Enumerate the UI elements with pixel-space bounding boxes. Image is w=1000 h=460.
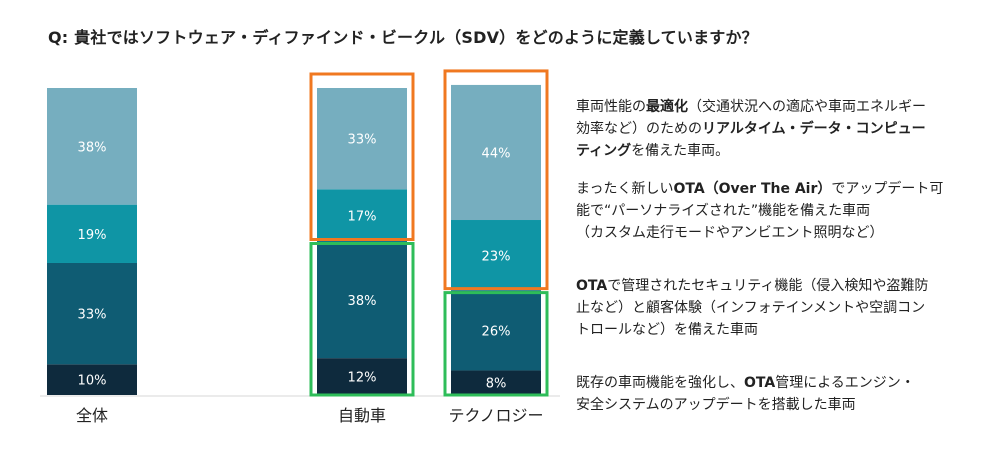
data-label: 33% (348, 133, 377, 148)
legend-item-realtime-computing: 車両性能の最適化（交通状況への適応や車両エネルギー 効率など）のためのリアルタイ… (576, 96, 976, 162)
bar-segment (47, 262, 137, 365)
data-label: 44% (482, 146, 511, 161)
legend-text: で管理されたセキュリティ機能（侵入検知や盗難防 (607, 278, 929, 294)
bar-segment (47, 204, 137, 263)
legend-text: トロールなど）を備えた車両 (576, 322, 758, 338)
legend-text-bold: リアルタイム・データ・コンピュー (702, 121, 926, 137)
legend-text-bold: OTA（Over The Air） (673, 181, 832, 197)
legend-text: でアップデート可 (831, 181, 944, 197)
data-label: 38% (348, 294, 377, 309)
data-label: 17% (348, 209, 377, 224)
bar-segment (451, 290, 541, 371)
legend-text: 安全システムのアップデートを搭載した車両 (576, 397, 856, 413)
data-label: 23% (482, 249, 511, 264)
highlight-frame (443, 69, 549, 291)
bar-segment (451, 84, 541, 221)
bar-segment (451, 370, 541, 395)
data-label: 8% (486, 377, 507, 392)
data-label: 38% (78, 140, 107, 155)
legend-text: 管理によるエンジン・ (775, 375, 915, 391)
legend-text: 能で“パーソナライズされた”機能を備えた車両 (576, 203, 871, 219)
legend-text: （交通状況への適応や車両エネルギー (688, 99, 926, 115)
bar-segment (317, 241, 407, 359)
data-label: 33% (78, 308, 107, 323)
data-label: 10% (78, 374, 107, 389)
data-label: 19% (78, 228, 107, 243)
legend-text-bold: 最適化 (646, 99, 688, 115)
bar-segment (47, 88, 137, 205)
category-label: テクノロジー (448, 406, 543, 425)
legend-text-bold: OTA (744, 375, 776, 391)
legend-item-ota-security: OTAで管理されたセキュリティ機能（侵入検知や盗難防 止など）と顧客体験（インフ… (576, 275, 976, 341)
data-label: 12% (348, 371, 377, 386)
data-label: 26% (482, 325, 511, 340)
bar-segment (317, 189, 407, 242)
chart-title: Q: 貴社ではソフトウェア・ディファインド・ビークル（SDV）をどのように定義し… (48, 28, 758, 47)
highlight-frame (309, 242, 415, 397)
highlight-frame (443, 291, 549, 397)
legend-text: を備えた車両。 (631, 143, 730, 159)
legend-text: 車両性能の (576, 99, 646, 115)
legend-text: 効率など）のための (576, 121, 702, 137)
bar-segment (451, 220, 541, 291)
legend-item-ota-engine-safety: 既存の車両機能を強化し、OTA管理によるエンジン・ 安全システムのアップデートを… (576, 372, 976, 416)
bar-segment (317, 358, 407, 395)
legend-text-bold: OTA (576, 278, 608, 294)
category-label: 全体 (76, 406, 108, 425)
category-label: 自動車 (338, 406, 386, 425)
legend-text-bold: ティング (576, 143, 632, 159)
bar-segment (47, 364, 137, 395)
legend-item-ota-personalized: まったく新しいOTA（Over The Air）でアップデート可 能で“パーソナ… (576, 178, 976, 244)
legend-text: 既存の車両機能を強化し、 (576, 375, 744, 391)
legend-text: 止など）と顧客体験（インフォテインメントや空調コン (576, 300, 926, 316)
legend-text: まったく新しい (576, 181, 674, 197)
highlight-frame (309, 72, 415, 241)
legend-text: （カスタム走行モードやアンビエント照明など） (576, 225, 884, 241)
bar-segment (317, 88, 407, 190)
